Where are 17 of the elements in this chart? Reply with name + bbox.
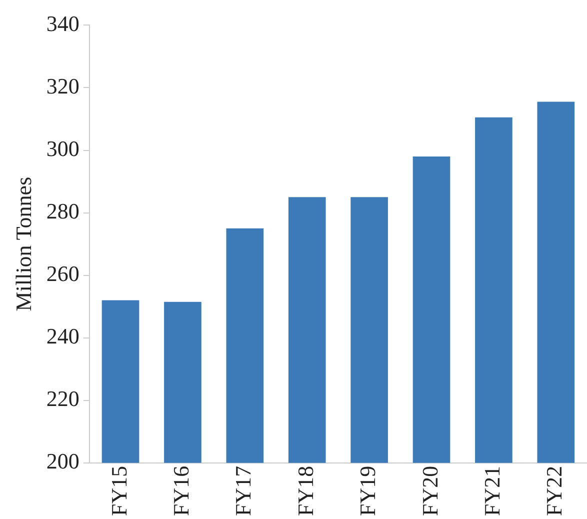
y-tick-label: 320 <box>46 74 80 99</box>
y-tick-label: 300 <box>46 136 80 162</box>
y-tick-label: 200 <box>46 448 80 474</box>
x-tick-label: FY15 <box>106 466 132 516</box>
y-tick-label: 280 <box>46 198 80 224</box>
y-tick-label: 240 <box>46 324 80 349</box>
y-tick-label: 260 <box>46 261 80 286</box>
x-tick-label: FY18 <box>292 466 318 516</box>
y-tick-label: 220 <box>46 386 80 412</box>
x-tick-label: FY20 <box>417 466 442 516</box>
x-tick-label: FY22 <box>542 466 567 516</box>
x-tick-label: FY21 <box>479 466 504 516</box>
y-axis-title: Million Tonnes <box>10 176 36 312</box>
y-tick-label: 340 <box>46 10 80 36</box>
x-tick-label: FY19 <box>355 466 380 516</box>
x-tick-label: FY16 <box>168 466 194 516</box>
x-tick-label: FY17 <box>230 466 256 516</box>
